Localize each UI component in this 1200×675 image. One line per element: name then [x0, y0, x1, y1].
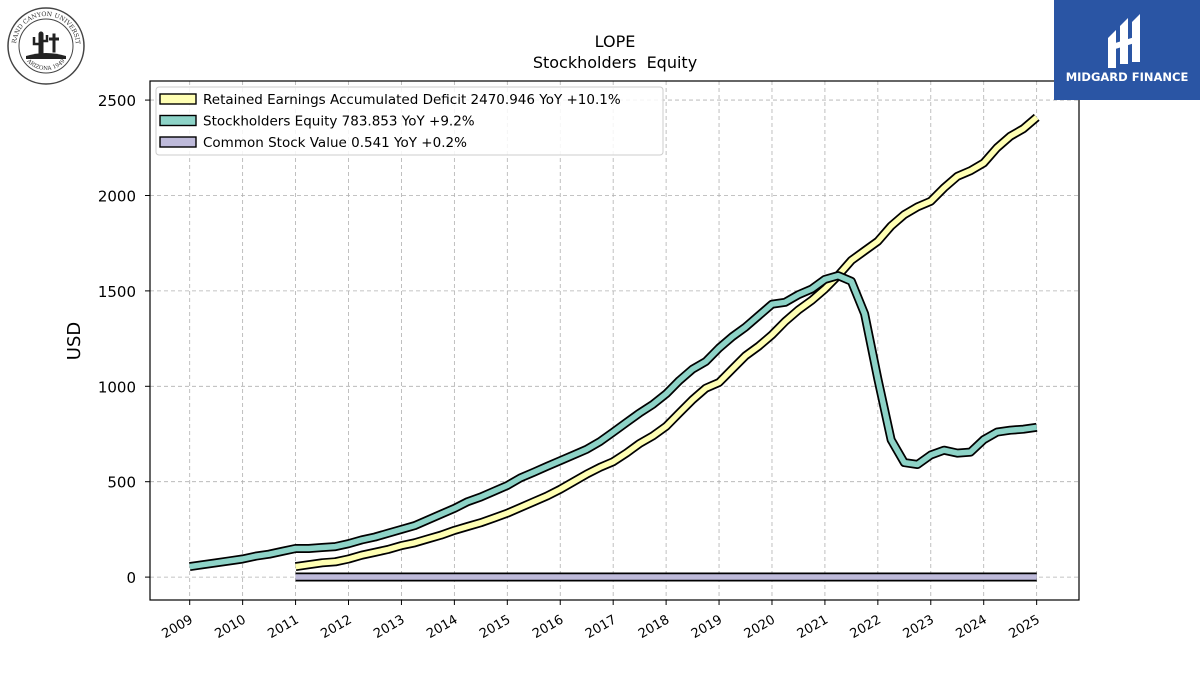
legend: Retained Earnings Accumulated Deficit 24…: [155, 86, 664, 156]
x-tick-label: 2020: [742, 612, 778, 642]
x-tick-label: 2009: [160, 612, 196, 642]
series-line: [189, 272, 1038, 570]
x-tick-label: 2019: [689, 612, 725, 642]
x-axis: 2009 2010 2011 2012 2013 2014 2015 2016 2017 2018…: [160, 600, 1043, 642]
brand-logo: MIDGARD FINANCE: [1054, 0, 1200, 100]
series-layer: [189, 113, 1040, 582]
brand-name: MIDGARD FINANCE: [1066, 70, 1189, 84]
chart-title: LOPE: [595, 32, 636, 51]
y-axis: 0 500 1000 1500 2000 2500: [98, 92, 150, 587]
x-tick-label: 2014: [424, 612, 460, 642]
x-tick-label: 2010: [212, 612, 248, 642]
y-tick-label: 500: [107, 474, 136, 492]
grid-lines: [150, 81, 1079, 600]
cactus-cross-seal-icon: [26, 31, 66, 59]
x-tick-label: 2021: [795, 612, 831, 642]
series-line: [295, 115, 1039, 570]
legend-label: Retained Earnings Accumulated Deficit 24…: [203, 92, 621, 108]
y-tick-label: 0: [126, 569, 136, 587]
x-tick-label: 2013: [371, 612, 407, 642]
x-tick-label: 2022: [848, 612, 884, 642]
x-tick-label: 2011: [265, 612, 301, 642]
x-tick-label: 2015: [477, 612, 513, 642]
legend-swatch: [159, 136, 197, 148]
legend-box: [155, 86, 664, 156]
x-tick-label: 2024: [954, 612, 990, 642]
chart-subtitle: Stockholders Equity: [533, 53, 697, 72]
university-seal-logo: GRAND CANYON UNIVERSITY ARIZONA 1949: [6, 6, 85, 85]
y-axis-label: USD: [64, 322, 85, 360]
y-tick-label: 2500: [98, 92, 136, 110]
legend-swatch: [159, 114, 197, 127]
x-tick-label: 2023: [901, 612, 937, 642]
x-tick-label: 2018: [636, 612, 672, 642]
x-tick-label: 2025: [1006, 612, 1042, 642]
midgard-mark-icon: [1108, 14, 1140, 68]
y-tick-label: 1000: [98, 378, 136, 396]
x-tick-label: 2012: [318, 612, 354, 642]
plot-frame: [149, 80, 1080, 601]
y-tick-label: 2000: [98, 187, 136, 205]
legend-swatch: [159, 93, 197, 105]
legend-label: Stockholders Equity 783.853 YoY +9.2%: [203, 114, 475, 130]
legend-label: Common Stock Value 0.541 YoY +0.2%: [203, 135, 467, 151]
x-tick-label: 2017: [583, 612, 619, 642]
x-tick-label: 2016: [530, 612, 566, 642]
y-tick-label: 1500: [98, 283, 136, 301]
